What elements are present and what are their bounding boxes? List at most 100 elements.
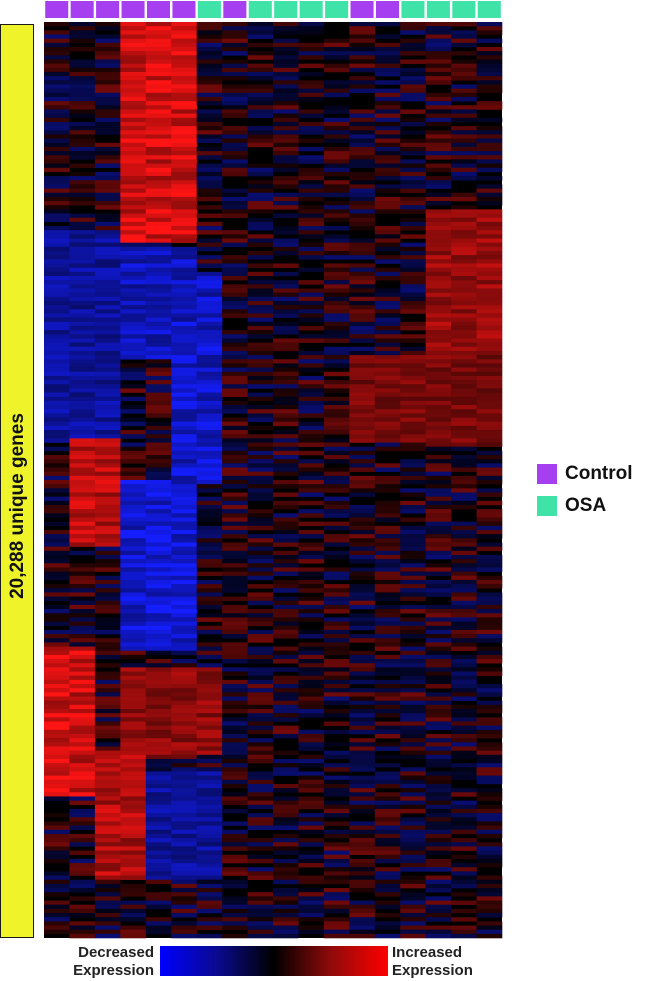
heatmap-cell	[374, 746, 401, 751]
heatmap-cell	[145, 305, 172, 310]
heatmap-cell	[145, 217, 172, 223]
heatmap-cell	[120, 846, 147, 851]
heatmap-cell	[44, 309, 70, 314]
heatmap-cell	[196, 325, 223, 331]
heatmap-cell	[94, 504, 121, 510]
heatmap-cell	[44, 584, 70, 589]
heatmap-cell	[44, 388, 70, 393]
heatmap-cell	[171, 475, 197, 481]
heatmap-cell	[425, 679, 452, 685]
heatmap-cell	[451, 638, 477, 643]
heatmap-cell	[298, 779, 325, 785]
heatmap-cell	[451, 733, 477, 739]
heatmap-cell	[273, 675, 299, 681]
heatmap-cell	[451, 159, 477, 164]
heatmap-cell	[374, 554, 401, 560]
column-annotation-control	[223, 1, 247, 18]
heatmap-cell	[323, 442, 350, 447]
heatmap-cell	[425, 808, 452, 814]
heatmap-cell	[400, 529, 426, 535]
heatmap-cell	[425, 534, 452, 539]
heatmap-cell	[247, 105, 274, 110]
heatmap-cell	[94, 896, 121, 901]
heatmap-cell	[273, 875, 299, 881]
heatmap-cell	[94, 88, 121, 94]
heatmap-cell	[120, 496, 147, 502]
heatmap-cell	[94, 159, 121, 164]
heatmap-cell	[425, 788, 452, 793]
heatmap-cell	[222, 579, 248, 585]
heatmap-cell	[400, 621, 426, 627]
heatmap-cell	[196, 375, 223, 381]
heatmap-cell	[222, 300, 248, 306]
legend-label-osa: OSA	[565, 495, 607, 516]
heatmap-cell	[400, 829, 426, 835]
heatmap-cell	[222, 821, 248, 826]
heatmap-cell	[44, 833, 70, 839]
heatmap-cell	[476, 230, 503, 235]
heatmap-cell	[171, 817, 197, 822]
heatmap-cell	[69, 921, 96, 926]
heatmap-cell	[44, 113, 70, 119]
heatmap-cell	[145, 163, 172, 169]
heatmap-cell	[69, 163, 96, 169]
heatmap-cell	[94, 609, 121, 614]
heatmap-cell	[94, 692, 121, 697]
heatmap-cell	[247, 263, 274, 268]
heatmap-cell	[222, 242, 248, 248]
heatmap-cell	[451, 263, 477, 268]
heatmap-cell	[94, 350, 121, 356]
heatmap-cell	[120, 733, 147, 739]
heatmap-cell	[145, 659, 172, 664]
heatmap-cell	[451, 350, 477, 356]
heatmap-cell	[120, 742, 147, 747]
heatmap-cell	[196, 450, 223, 456]
heatmap-cell	[349, 738, 376, 743]
heatmap-cell	[120, 338, 147, 343]
heatmap-cell	[44, 38, 70, 44]
heatmap-cell	[44, 305, 70, 310]
heatmap-cell	[247, 84, 274, 89]
heatmap-cell	[476, 821, 503, 826]
heatmap-cell	[222, 492, 248, 497]
heatmap-cell	[196, 904, 223, 910]
heatmap-cell	[400, 359, 426, 364]
heatmap-cell	[298, 167, 325, 173]
heatmap-cell	[247, 488, 274, 493]
heatmap-cell	[120, 130, 147, 135]
heatmap-cell	[476, 542, 503, 547]
heatmap-cell	[145, 46, 172, 52]
heatmap-cell	[374, 867, 401, 872]
heatmap-cell	[425, 105, 452, 110]
heatmap-cell	[273, 617, 299, 622]
heatmap-cell	[400, 896, 426, 901]
heatmap-cell	[349, 288, 376, 293]
heatmap-cell	[196, 838, 223, 843]
heatmap-cell	[349, 621, 376, 627]
heatmap-cell	[69, 575, 96, 581]
heatmap-cell	[69, 180, 96, 185]
heatmap-cell	[44, 875, 70, 881]
heatmap-cell	[323, 513, 350, 518]
heatmap-cell	[476, 421, 503, 427]
heatmap-cell	[425, 409, 452, 414]
heatmap-cell	[323, 325, 350, 331]
heatmap-cell	[171, 167, 197, 173]
heatmap-cell	[222, 338, 248, 343]
heatmap-cell	[120, 67, 147, 73]
heatmap-cell	[298, 450, 325, 456]
heatmap-cell	[425, 480, 452, 485]
heatmap-cell	[451, 425, 477, 431]
heatmap-cell	[44, 892, 70, 897]
heatmap-cell	[69, 384, 96, 389]
heatmap-cell	[400, 559, 426, 564]
heatmap-cell	[120, 542, 147, 547]
heatmap-cell	[425, 833, 452, 839]
heatmap-cell	[247, 438, 274, 443]
heatmap-cell	[120, 121, 147, 127]
heatmap-cell	[145, 921, 172, 926]
heatmap-cell	[425, 929, 452, 935]
heatmap-cell	[476, 604, 503, 610]
heatmap-cell	[69, 405, 96, 410]
heatmap-cell	[222, 363, 248, 368]
